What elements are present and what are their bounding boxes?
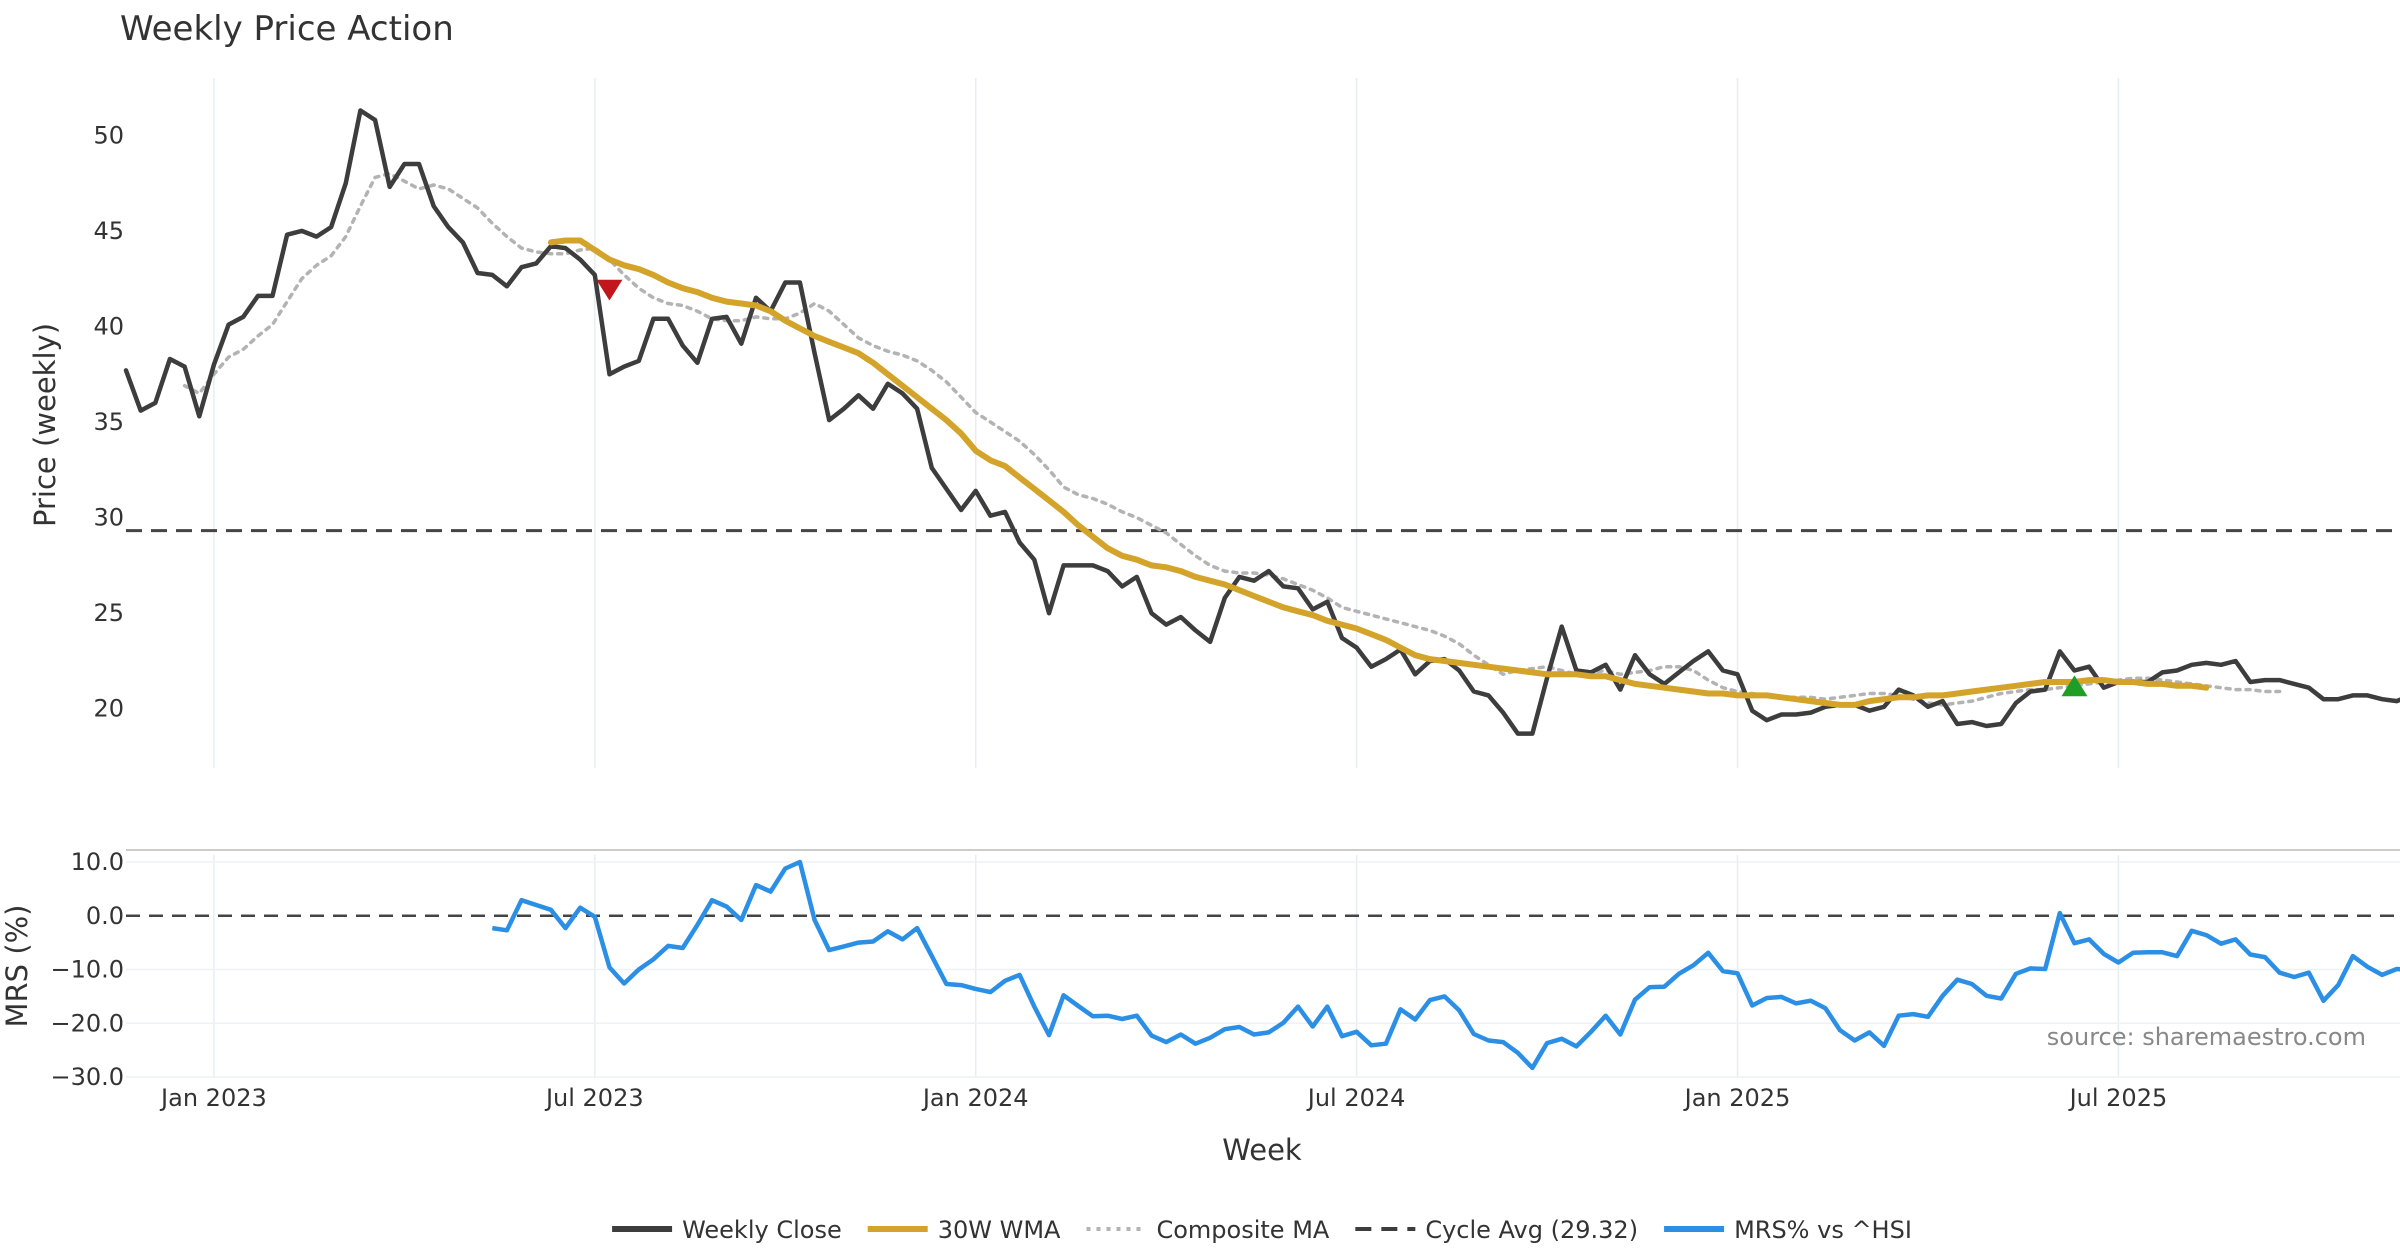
signal-markers bbox=[596, 279, 2088, 697]
mrs-y-tick-label: −30.0 bbox=[50, 1063, 124, 1091]
mrs-y-axis: 10.0 0.0 −10.0 −20.0 −30.0 bbox=[50, 848, 124, 1091]
legend-label: Composite MA bbox=[1156, 1216, 1329, 1244]
mrs-y-tick-label: −10.0 bbox=[50, 956, 124, 984]
legend-item-cycle-avg-29-32: Cycle Avg (29.32) bbox=[1355, 1216, 1638, 1244]
price-panel-gridlines bbox=[213, 78, 2120, 768]
sell-signal-marker bbox=[596, 279, 623, 301]
legend-item-weekly-close: Weekly Close bbox=[612, 1216, 842, 1244]
price-series-group bbox=[123, 108, 2400, 736]
x-tick-label: Jul 2023 bbox=[544, 1084, 644, 1112]
mrs-line bbox=[491, 859, 2400, 1071]
x-tick-label: Jan 2023 bbox=[159, 1084, 267, 1112]
mrs-panel-gridlines bbox=[126, 855, 2400, 1078]
legend-label: Weekly Close bbox=[682, 1216, 842, 1244]
x-axis-title: Week bbox=[1222, 1133, 1302, 1167]
30w-wma-line bbox=[547, 237, 2210, 708]
chart-title: Weekly Price Action bbox=[120, 9, 454, 49]
x-tick-label: Jan 2025 bbox=[1683, 1084, 1791, 1112]
price-y-tick-label: 30 bbox=[93, 504, 124, 532]
legend-label: MRS% vs ^HSI bbox=[1734, 1216, 1912, 1244]
buy-signal-marker bbox=[2061, 675, 2088, 697]
price-y-tick-label: 45 bbox=[93, 217, 124, 245]
mrs-y-tick-label: 0.0 bbox=[86, 902, 124, 930]
mrs-y-tick-label: 10.0 bbox=[71, 848, 124, 876]
price-y-axis: 20 25 30 35 40 45 50 bbox=[93, 121, 124, 722]
price-y-tick-label: 20 bbox=[93, 695, 124, 723]
x-tick-label: Jan 2024 bbox=[921, 1084, 1029, 1112]
legend-label: Cycle Avg (29.32) bbox=[1425, 1216, 1638, 1244]
legend-item-30w-wma: 30W WMA bbox=[867, 1216, 1061, 1244]
mrs-series-group bbox=[126, 859, 2400, 1071]
price-y-tick-label: 40 bbox=[93, 312, 124, 340]
source-label: source: sharemaestro.com bbox=[2047, 1023, 2366, 1051]
x-tick-label: Jul 2025 bbox=[2068, 1084, 2168, 1112]
legend-item-composite-ma: Composite MA bbox=[1086, 1216, 1330, 1244]
legend-item-mrs-vs-hsi: MRS% vs ^HSI bbox=[1664, 1216, 1912, 1244]
weekly-close-line bbox=[123, 108, 2400, 736]
x-tick-label: Jul 2024 bbox=[1306, 1084, 1406, 1112]
legend: Weekly Close 30W WMA Composite MA Cycle Avg… bbox=[612, 1216, 1912, 1244]
mrs-y-tick-label: −20.0 bbox=[50, 1009, 124, 1037]
mrs-y-axis-title: MRS (%) bbox=[0, 905, 34, 1028]
price-y-tick-label: 50 bbox=[93, 121, 124, 149]
legend-label: 30W WMA bbox=[938, 1216, 1061, 1244]
x-axis: Jan 2023 Jul 2023 Jan 2024 Jul 2024 Jan 2025… bbox=[159, 1084, 2167, 1112]
price-y-tick-label: 35 bbox=[93, 408, 124, 436]
price-y-tick-label: 25 bbox=[93, 599, 124, 627]
composite-ma-line bbox=[182, 171, 2282, 707]
price-y-axis-title: Price (weekly) bbox=[28, 323, 62, 527]
